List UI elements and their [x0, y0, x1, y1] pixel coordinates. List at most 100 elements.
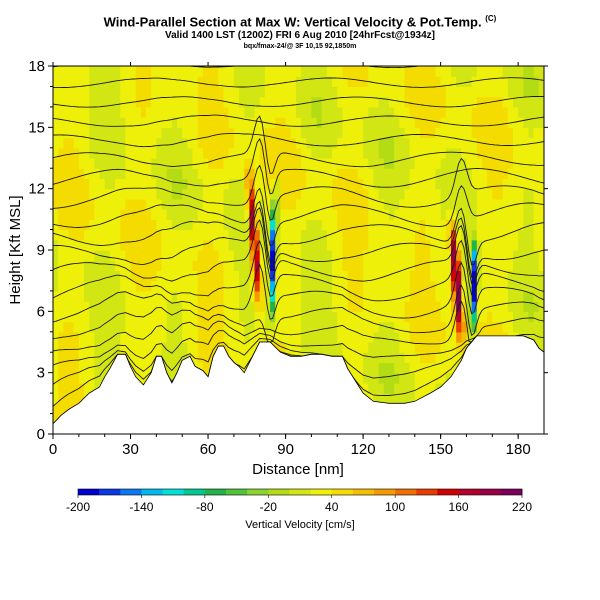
field-cell	[254, 117, 261, 128]
field-cell	[466, 168, 473, 180]
field-cell	[68, 219, 75, 231]
field-cell	[352, 301, 359, 312]
field-cell	[507, 198, 514, 210]
field-cell	[197, 209, 204, 220]
field-cell	[456, 106, 462, 118]
field-cell	[378, 239, 385, 251]
field-cell	[492, 290, 499, 302]
field-cell	[471, 178, 478, 190]
field-cell	[84, 198, 90, 210]
field-cell	[373, 147, 380, 159]
field-cell	[368, 229, 375, 241]
field-cell	[409, 311, 416, 323]
field-cell	[68, 331, 75, 343]
field-cell	[368, 96, 375, 108]
field-cell	[461, 321, 468, 333]
field-cell	[244, 219, 250, 231]
field-cell	[430, 342, 437, 353]
field-cell	[363, 127, 369, 139]
field-cell	[487, 198, 493, 210]
field-cell	[254, 198, 261, 210]
field-cell	[419, 382, 426, 394]
field-cell	[512, 96, 519, 108]
field-cell	[166, 239, 173, 251]
field-cell	[301, 229, 307, 241]
field-cell	[445, 342, 452, 353]
field-cell	[125, 158, 132, 169]
field-cell	[394, 117, 400, 128]
field-cell	[166, 168, 173, 180]
colorbar-segment	[183, 489, 206, 495]
field-cell	[363, 178, 369, 190]
field-cell	[146, 147, 152, 159]
field-cell	[249, 321, 256, 333]
field-cell	[264, 311, 271, 323]
field-cell	[120, 96, 126, 108]
field-cell	[213, 331, 219, 343]
field-cell	[337, 250, 344, 261]
field-cell	[518, 86, 524, 98]
field-cell	[456, 168, 462, 180]
field-cell	[502, 270, 509, 282]
field-cell	[357, 372, 364, 384]
field-cell	[404, 158, 411, 169]
field-cell	[445, 311, 452, 323]
field-cell	[63, 209, 70, 220]
field-cell	[135, 372, 142, 384]
field-cell	[481, 147, 488, 159]
field-cell	[228, 137, 235, 149]
field-cell	[218, 198, 225, 210]
field-cell	[425, 321, 431, 333]
field-cell	[476, 280, 483, 292]
field-cell	[306, 290, 313, 302]
field-cell	[115, 198, 121, 210]
colorbar-segment	[479, 489, 502, 495]
field-cell	[254, 127, 261, 139]
field-cell	[492, 86, 499, 98]
field-cell	[156, 198, 163, 210]
field-cell	[476, 168, 483, 180]
field-cell	[73, 219, 80, 231]
field-cell	[528, 168, 535, 180]
field-cell	[187, 106, 194, 118]
field-cell	[109, 86, 116, 98]
field-cell	[352, 158, 359, 169]
field-cell	[332, 250, 338, 261]
field-cell	[228, 178, 235, 190]
field-cell	[146, 198, 152, 210]
field-cell	[507, 290, 514, 302]
field-cell	[177, 260, 183, 272]
field-cell	[357, 188, 364, 200]
field-cell	[161, 290, 168, 302]
field-cell	[197, 147, 204, 159]
field-cell	[171, 352, 178, 364]
field-cell	[326, 168, 333, 180]
field-cell	[135, 188, 142, 200]
field-cell	[156, 270, 163, 282]
field-cell	[109, 342, 116, 353]
field-cell	[94, 250, 101, 261]
field-cell	[264, 76, 271, 88]
field-cell	[502, 280, 509, 292]
field-cell	[161, 76, 168, 88]
field-cell	[244, 127, 250, 139]
theta-contour	[53, 300, 544, 352]
field-cell	[337, 270, 344, 282]
field-cell	[450, 188, 457, 200]
field-cell	[99, 331, 106, 343]
field-cell	[394, 86, 400, 98]
field-cell	[512, 137, 519, 149]
field-cell	[450, 352, 457, 364]
field-cell	[388, 147, 395, 159]
field-cell	[223, 260, 230, 272]
field-cell	[73, 137, 80, 149]
field-cell	[161, 331, 168, 343]
field-cell	[497, 229, 504, 241]
field-cell	[321, 117, 328, 128]
field-cell	[357, 362, 364, 374]
field-cell	[197, 301, 204, 312]
field-cell	[285, 178, 292, 190]
theta-contour	[53, 284, 544, 343]
field-cell	[342, 137, 349, 149]
field-cell	[197, 96, 204, 108]
